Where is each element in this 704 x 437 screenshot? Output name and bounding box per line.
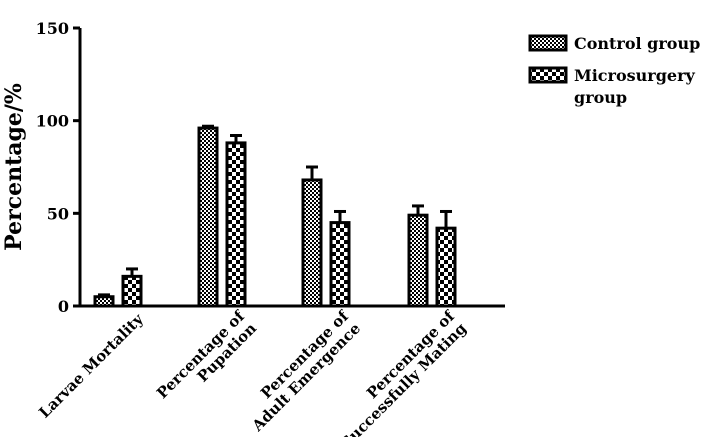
category-label-line: Adult Emergence bbox=[248, 319, 364, 435]
legend-label-line: group bbox=[574, 88, 627, 107]
legend-label: Microsurgery group bbox=[574, 66, 696, 107]
bar bbox=[329, 221, 351, 308]
category-label: Percentage ofPupation bbox=[153, 306, 261, 414]
bar bbox=[407, 213, 429, 308]
bar bbox=[121, 274, 143, 308]
category-label-line: Larvae Mortality bbox=[35, 309, 147, 421]
legend-swatch bbox=[528, 34, 568, 52]
category-label: Percentage ofAdult Emergence bbox=[236, 306, 365, 435]
bar bbox=[435, 226, 457, 308]
legend-label-line: Microsurgery bbox=[574, 66, 696, 85]
bar bbox=[93, 295, 115, 308]
bar bbox=[225, 141, 247, 308]
y-tick-label: 150 bbox=[36, 19, 69, 38]
legend: Control group Microsurgery group bbox=[528, 34, 700, 107]
category-labels: Larvae Mortality Percentage ofPupationPer… bbox=[35, 306, 470, 437]
bars bbox=[93, 124, 457, 308]
bar bbox=[197, 126, 219, 308]
legend-label-line: Control group bbox=[574, 34, 700, 53]
bar bbox=[301, 178, 323, 308]
legend-label: Control group bbox=[574, 34, 700, 53]
y-tick-label: 50 bbox=[47, 204, 69, 223]
axes: 0 50 100 150 Percentage/% bbox=[1, 19, 505, 316]
y-tick-label: 0 bbox=[58, 297, 69, 316]
y-axis-label: Percentage/% bbox=[1, 83, 27, 251]
y-tick-label: 100 bbox=[36, 112, 69, 131]
category-label: Larvae Mortality bbox=[35, 309, 147, 421]
legend-swatch bbox=[528, 66, 568, 84]
